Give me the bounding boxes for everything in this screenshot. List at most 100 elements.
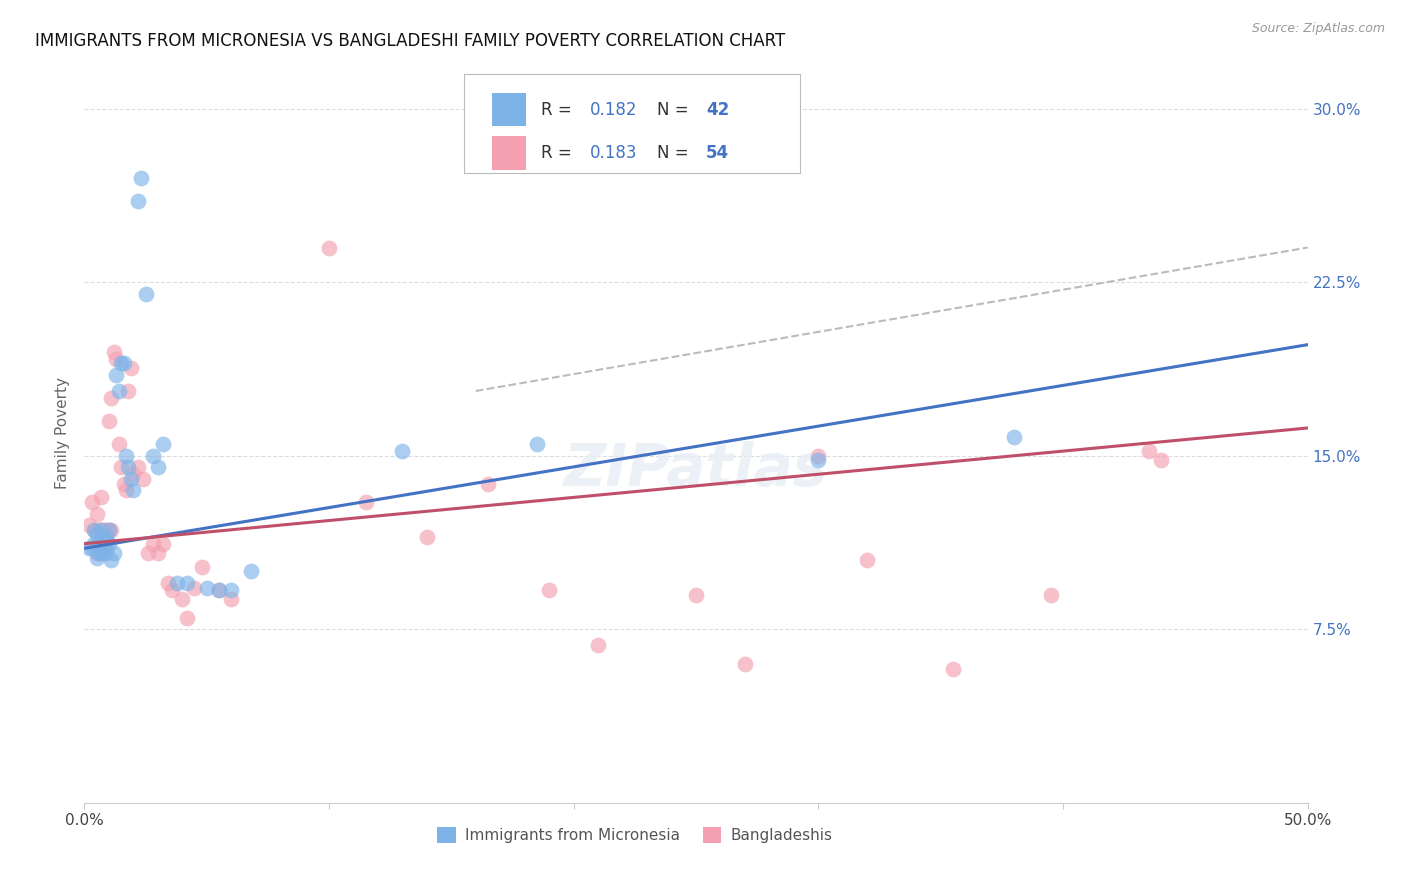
Point (142, 449, 165, 463)
Point (87, 536, 110, 550)
Point (83, 536, 105, 550)
Point (87, 536, 110, 550)
Point (122, 467, 145, 482)
Point (1002, 430, 1025, 444)
Point (120, 472, 142, 486)
Point (90, 523, 112, 537)
Point (83, 523, 105, 537)
Text: ZIPatlas: ZIPatlas (564, 442, 828, 498)
Point (103, 344, 125, 359)
Point (127, 460, 149, 475)
Point (120, 360, 142, 375)
Point (239, 565, 262, 579)
Point (100, 391, 122, 405)
Legend: Immigrants from Micronesia, Bangladeshis: Immigrants from Micronesia, Bangladeshis (430, 820, 839, 851)
Point (129, 171, 152, 186)
Point (112, 476, 135, 491)
Point (77, 518, 100, 533)
Point (97, 523, 120, 537)
Point (83, 523, 105, 537)
Point (115, 483, 138, 498)
Point (132, 472, 155, 486)
Text: 0.182: 0.182 (589, 101, 637, 119)
Point (103, 546, 125, 560)
Point (100, 523, 122, 537)
Point (80, 541, 103, 556)
Point (807, 449, 830, 463)
Point (93, 523, 115, 537)
Text: N =: N = (657, 145, 693, 162)
Point (135, 286, 157, 301)
Point (107, 437, 129, 451)
Text: IMMIGRANTS FROM MICRONESIA VS BANGLADESHI FAMILY POVERTY CORRELATION CHART: IMMIGRANTS FROM MICRONESIA VS BANGLADESH… (35, 32, 786, 50)
Point (219, 582, 242, 597)
Point (176, 576, 198, 591)
Point (166, 576, 188, 591)
Point (90, 523, 112, 537)
Point (318, 240, 340, 255)
Point (97, 536, 120, 550)
Point (122, 483, 145, 498)
Point (142, 536, 165, 550)
Text: 54: 54 (706, 145, 728, 162)
Point (146, 546, 169, 560)
FancyBboxPatch shape (492, 93, 526, 127)
FancyBboxPatch shape (464, 73, 800, 173)
Point (96, 523, 118, 537)
Point (77, 541, 100, 556)
Point (86, 527, 108, 541)
Text: Source: ZipAtlas.com: Source: ZipAtlas.com (1251, 22, 1385, 36)
Point (86, 507, 108, 521)
Point (208, 582, 231, 597)
Point (354, 495, 377, 509)
Point (586, 639, 609, 653)
Text: N =: N = (657, 101, 693, 119)
Y-axis label: Family Poverty: Family Poverty (55, 376, 70, 489)
Point (416, 530, 439, 544)
Point (90, 546, 112, 560)
Point (538, 582, 561, 597)
Point (526, 437, 548, 451)
Point (93, 546, 115, 560)
Point (107, 384, 129, 398)
Point (685, 588, 707, 602)
Point (162, 582, 184, 597)
Point (96, 541, 118, 556)
Point (195, 581, 218, 595)
Point (117, 460, 139, 475)
Point (105, 368, 128, 382)
Point (146, 460, 169, 475)
Point (96, 530, 118, 544)
Point (127, 194, 149, 209)
Point (856, 553, 879, 567)
Point (176, 610, 198, 624)
Point (87, 546, 110, 560)
Point (87, 523, 110, 537)
Text: 0.183: 0.183 (589, 145, 637, 162)
Point (191, 559, 214, 574)
Text: 42: 42 (706, 101, 728, 119)
Text: R =: R = (541, 101, 576, 119)
Point (105, 351, 128, 366)
Text: R =: R = (541, 145, 576, 162)
Point (391, 444, 413, 458)
Point (156, 576, 179, 591)
Point (86, 546, 108, 560)
Point (112, 356, 135, 370)
Point (93, 532, 115, 546)
Point (90, 491, 112, 505)
Point (93, 541, 115, 556)
Point (80, 495, 103, 509)
Point (219, 592, 242, 607)
Point (807, 453, 830, 467)
Point (100, 553, 122, 567)
Point (172, 592, 194, 607)
Point (1039, 588, 1062, 602)
Point (136, 546, 159, 560)
Point (1137, 444, 1160, 458)
Point (115, 449, 138, 463)
Point (477, 476, 499, 491)
Point (97, 523, 120, 537)
Point (152, 536, 174, 550)
Point (942, 662, 965, 676)
